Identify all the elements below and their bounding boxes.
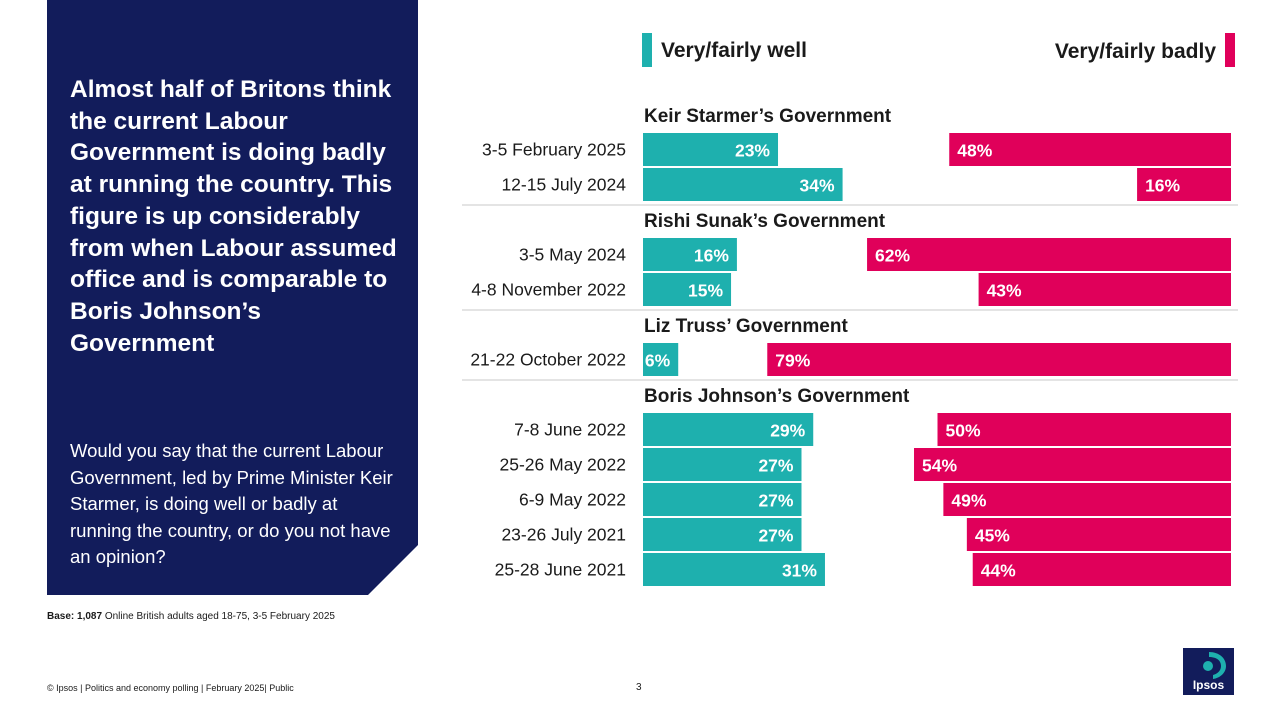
group-title: Liz Truss’ Government xyxy=(644,316,848,337)
bar-badly-label: 48% xyxy=(957,141,992,161)
bar-well-label: 27% xyxy=(758,526,793,546)
legend-label-badly: Very/fairly badly xyxy=(1054,40,1216,63)
bar-well xyxy=(643,483,802,516)
legend-label-well: Very/fairly well xyxy=(661,39,807,62)
bar-well-label: 23% xyxy=(735,141,770,161)
bar-well-label: 15% xyxy=(688,281,723,301)
bar-badly xyxy=(978,273,1231,306)
bar-badly-label: 49% xyxy=(951,491,986,511)
row-label: 21-22 October 2022 xyxy=(470,350,626,370)
row-label: 7-8 June 2022 xyxy=(514,420,626,440)
base-note-text: Online British adults aged 18-75, 3-5 Fe… xyxy=(102,611,335,622)
bar-well-label: 27% xyxy=(758,456,793,476)
bar-badly xyxy=(972,553,1231,586)
ipsos-logo-text: Ipsos xyxy=(1192,678,1225,692)
base-note-label: Base: 1,087 xyxy=(47,611,103,622)
bar-well xyxy=(643,553,825,586)
bar-badly-label: 54% xyxy=(922,456,957,476)
bar-badly-label: 16% xyxy=(1145,176,1180,196)
bar-well-label: 27% xyxy=(758,491,793,511)
bar-badly-label: 62% xyxy=(875,246,910,266)
bar-badly-label: 45% xyxy=(975,526,1010,546)
bar-well-label: 6% xyxy=(645,351,671,371)
bar-well-label: 29% xyxy=(770,421,805,441)
row-label: 3-5 May 2024 xyxy=(519,245,626,265)
bar-badly xyxy=(767,343,1231,376)
bar-well xyxy=(643,413,814,446)
survey-question: Would you say that the current Labour Go… xyxy=(70,440,393,567)
bar-well-label: 34% xyxy=(800,176,835,196)
headline: Almost half of Britons think the current… xyxy=(70,76,397,357)
group-title: Keir Starmer’s Government xyxy=(644,106,892,127)
bar-well xyxy=(643,343,679,376)
row-label: 3-5 February 2025 xyxy=(482,140,626,160)
group-title: Boris Johnson’s Government xyxy=(644,386,910,407)
bar-badly-label: 43% xyxy=(987,281,1022,301)
base-note: Base: 1,087 Online British adults aged 1… xyxy=(47,611,335,622)
bar-well xyxy=(643,273,732,306)
row-label: 6-9 May 2022 xyxy=(519,490,626,510)
bar-badly xyxy=(966,518,1231,551)
bar-badly xyxy=(867,238,1231,271)
row-label: 23-26 July 2021 xyxy=(501,525,626,545)
summary-panel-background xyxy=(47,0,418,595)
bar-well-label: 16% xyxy=(694,246,729,266)
bar-well xyxy=(643,133,779,166)
group-title: Rishi Sunak’s Government xyxy=(644,211,886,232)
bar-badly-label: 79% xyxy=(775,351,810,371)
bar-well xyxy=(643,448,802,481)
ipsos-logo: Ipsos xyxy=(1183,648,1234,695)
bar-badly xyxy=(914,448,1231,481)
legend-swatch-badly xyxy=(1225,33,1235,67)
footer-text: © Ipsos | Politics and economy polling |… xyxy=(47,683,294,693)
row-label: 12-15 July 2024 xyxy=(501,175,626,195)
legend-swatch-well xyxy=(642,33,652,67)
bar-badly xyxy=(1137,168,1231,201)
bar-badly-label: 50% xyxy=(946,421,981,441)
bar-badly xyxy=(937,413,1231,446)
bar-well xyxy=(643,168,843,201)
page-number: 3 xyxy=(636,682,642,693)
bar-well xyxy=(643,518,802,551)
bar-badly xyxy=(943,483,1231,516)
bar-well xyxy=(643,238,737,271)
ipsos-logo-mark xyxy=(1183,648,1234,695)
row-label: 25-28 June 2021 xyxy=(495,560,626,580)
row-label: 25-26 May 2022 xyxy=(500,455,626,475)
bar-badly-label: 44% xyxy=(981,561,1016,581)
bar-well-label: 31% xyxy=(782,561,817,581)
summary-panel: Almost half of Britons think the current… xyxy=(47,0,418,595)
row-label: 4-8 November 2022 xyxy=(471,280,626,300)
bar-badly xyxy=(949,133,1231,166)
